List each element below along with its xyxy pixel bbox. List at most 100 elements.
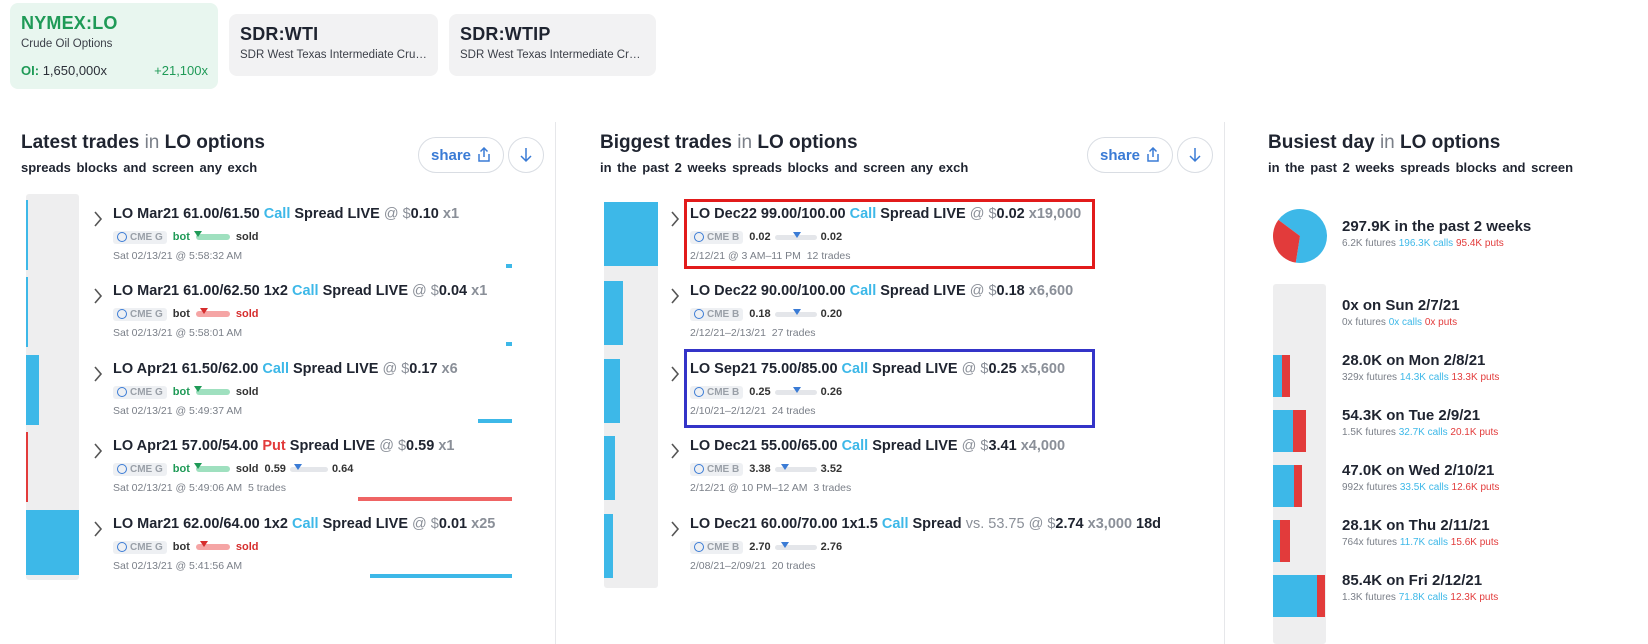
globe-icon — [117, 232, 127, 242]
range-high: 0.02 — [820, 231, 843, 243]
trade-summary: LO Apr21 61.50/62.00 Call Spread LIVE @ … — [113, 361, 458, 377]
title-product: LO options — [1400, 132, 1501, 153]
day-row[interactable]: 28.1K on Thu 2/11/21 764x futures 11.7K c… — [1342, 517, 1499, 548]
trade-row[interactable]: LO Sep21 75.00/85.00 Call Spread LIVE @ … — [670, 357, 1170, 431]
trade-time: Sat 02/13/21 @ 5:41:56 AM — [113, 560, 242, 572]
day-main: 28.0K on Mon 2/8/21 — [1342, 352, 1486, 369]
symbol-code: SDR:WTIP — [460, 24, 551, 44]
trade-status: Spread LIVE — [880, 283, 966, 299]
trade-qty: x5,600 — [1020, 361, 1066, 377]
trade-row[interactable]: LO Dec21 60.00/70.00 1x1.5 Call Spread v… — [670, 512, 1170, 586]
title-text: Biggest trades — [600, 132, 732, 153]
day-breakdown: 764x futures 11.7K calls 15.6K puts — [1342, 537, 1499, 548]
trade-row[interactable]: LO Mar21 62.00/64.00 1x2 Call Spread LIV… — [93, 512, 593, 586]
share-button[interactable]: share — [1087, 137, 1173, 173]
day-calls: 0x calls — [1388, 317, 1423, 328]
puts-segment — [1280, 520, 1290, 562]
trade-price: 2.74 — [1055, 516, 1084, 532]
trade-time: Sat 02/13/21 @ 5:58:01 AM — [113, 327, 242, 339]
trade-qty: x6 — [441, 361, 458, 377]
trade-row[interactable]: LO Dec22 90.00/100.00 Call Spread LIVE @… — [670, 279, 1170, 353]
trade-contract: LO Dec21 60.00/70.00 1x1.5 — [690, 516, 878, 532]
puts-segment — [1317, 575, 1325, 617]
symbol-card-nymex-lo[interactable]: NYMEX:LO Crude Oil Options OI: 1,650,000… — [10, 3, 218, 89]
day-row[interactable]: 47.0K on Wed 2/10/21 992x futures 33.5K c… — [1342, 462, 1499, 493]
share-button[interactable]: share — [418, 137, 504, 173]
trade-row[interactable]: LO Mar21 61.00/61.50 Call Spread LIVE @ … — [93, 202, 593, 276]
day-row[interactable]: 0x on Sun 2/7/21 0x futures 0x calls 0x p… — [1342, 297, 1460, 328]
bot-label: bot — [172, 463, 190, 475]
price-at: @ $ — [383, 206, 411, 222]
day-volume-bar — [1273, 355, 1290, 397]
trade-vs: vs. 53.75 — [965, 516, 1025, 532]
trade-status: Spread LIVE — [289, 438, 376, 454]
panel-subtitle: in the past 2 weeks spreads blocks and s… — [600, 160, 969, 175]
price-range: 3.38 3.52 — [749, 463, 842, 475]
exchange-badge: CME G — [113, 230, 167, 244]
volume-bar — [604, 436, 615, 500]
trade-row[interactable]: LO Dec21 55.00/65.00 Call Spread LIVE @ … — [670, 434, 1170, 508]
busiest-day-panel: Busiest day in LO options in the past 2 … — [1268, 120, 1648, 644]
download-button[interactable] — [1177, 137, 1213, 173]
bot-label: bot — [172, 308, 190, 320]
exchange-code: CME B — [707, 541, 740, 553]
range-bar — [289, 463, 328, 472]
globe-icon — [694, 309, 704, 319]
exchange-badge: CME B — [690, 462, 744, 476]
symbol-description: SDR West Texas Intermediate Crud... — [240, 49, 427, 61]
range-bar — [774, 231, 817, 240]
volume-bar — [604, 202, 658, 266]
trade-qty: x1 — [471, 283, 488, 299]
day-row[interactable]: 54.3K on Tue 2/9/21 1.5K futures 32.7K ca… — [1342, 407, 1498, 438]
day-puts: 15.6K puts — [1450, 537, 1499, 548]
day-row[interactable]: 85.4K on Fri 2/12/21 1.3K futures 71.8K c… — [1342, 572, 1498, 603]
trade-timestamp: 2/08/21–2/09/21 — [690, 560, 766, 572]
sold-label: sold — [235, 308, 259, 320]
trade-row[interactable]: LO Mar21 61.00/62.50 1x2 Call Spread LIV… — [93, 279, 593, 353]
chevron-right-icon — [94, 443, 103, 459]
download-button[interactable] — [508, 137, 544, 173]
chevron-right-icon — [94, 366, 103, 382]
exchange-code: CME B — [707, 463, 740, 475]
day-main: 85.4K on Fri 2/12/21 — [1342, 572, 1483, 589]
trade-timestamp: Sat 02/13/21 @ 5:49:37 AM — [113, 405, 243, 417]
trade-row[interactable]: LO Apr21 61.50/62.00 Call Spread LIVE @ … — [93, 357, 593, 431]
globe-icon — [117, 542, 127, 552]
day-puts: 0x puts — [1424, 317, 1458, 328]
trade-contract: LO Mar21 61.00/61.50 — [113, 206, 260, 222]
volume-bar — [604, 281, 623, 345]
range-bar — [774, 463, 817, 472]
trade-status: Spread LIVE — [872, 361, 958, 377]
exchange-code: CME G — [130, 308, 163, 320]
trade-count: 3 trades — [813, 482, 852, 494]
symbol-code: NYMEX:LO — [21, 13, 118, 33]
range-high: 3.52 — [820, 463, 843, 475]
trade-summary: LO Mar21 62.00/64.00 1x2 Call Spread LIV… — [113, 516, 495, 532]
option-type: Call — [291, 283, 319, 299]
symbol-card-sdr-wti[interactable]: SDR:WTI SDR West Texas Intermediate Crud… — [229, 14, 438, 76]
day-main: 0x on Sun 2/7/21 — [1342, 297, 1460, 314]
summary-main: 297.9K in the past 2 weeks — [1342, 218, 1532, 235]
trade-status: Spread LIVE — [880, 206, 966, 222]
trade-time: 2/12/21 @ 10 PM–12 AM 3 trades — [690, 482, 851, 494]
trade-contract: LO Mar21 62.00/64.00 1x2 — [113, 516, 288, 532]
price-at: @ $ — [382, 361, 410, 377]
trade-row[interactable]: LO Apr21 57.00/54.00 Put Spread LIVE @ $… — [93, 434, 593, 508]
day-breakdown: 1.5K futures 32.7K calls 20.1K puts — [1342, 427, 1498, 438]
trade-row[interactable]: LO Dec22 99.00/100.00 Call Spread LIVE @… — [670, 202, 1170, 276]
exchange-badge: CME B — [690, 307, 744, 321]
panel-subtitle: spreads blocks and screen any exch — [21, 160, 258, 175]
day-row[interactable]: 28.0K on Mon 2/8/21 329x futures 14.3K ca… — [1342, 352, 1499, 383]
trade-count: 5 trades — [248, 482, 286, 494]
biggest-trades-panel: Biggest trades in LO options in the past… — [600, 120, 1213, 644]
trade-contract: LO Dec22 99.00/100.00 — [690, 206, 846, 222]
calls-segment — [1273, 410, 1293, 452]
trade-price: 0.17 — [409, 361, 438, 377]
volume-bar — [26, 200, 28, 270]
day-breakdown: 1.3K futures 71.8K calls 12.3K puts — [1342, 592, 1498, 603]
oi-label: OI: — [21, 63, 40, 78]
trade-extra: 18d — [1136, 516, 1162, 532]
exchange-code: CME G — [130, 231, 163, 243]
calls-segment — [1273, 575, 1317, 617]
symbol-card-sdr-wtip[interactable]: SDR:WTIP SDR West Texas Intermediate Cru… — [449, 14, 656, 76]
